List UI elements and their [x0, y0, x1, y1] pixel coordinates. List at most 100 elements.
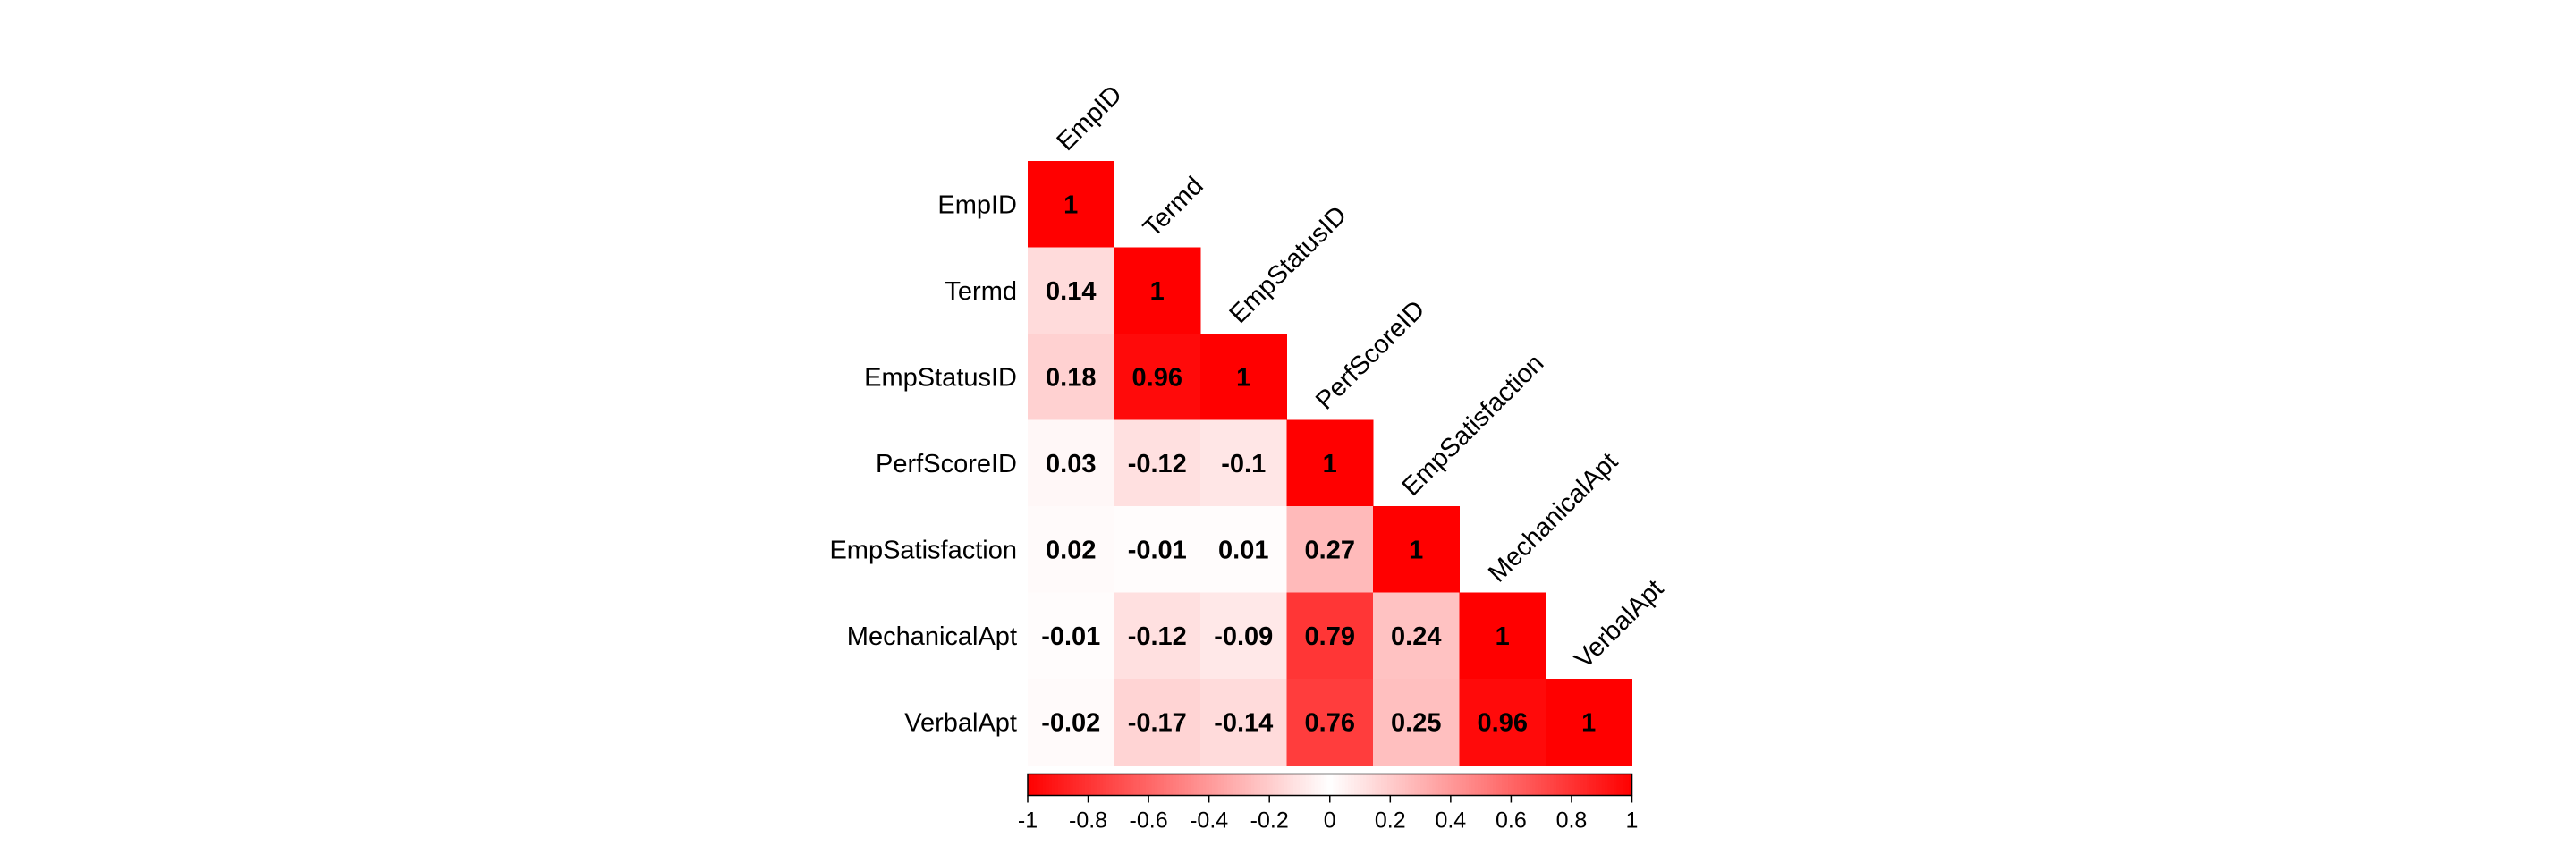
colorbar-segment: [1100, 774, 1105, 796]
colorbar-segment: [1580, 774, 1585, 796]
colorbar-segment: [1414, 774, 1419, 796]
colorbar-segment: [1263, 774, 1267, 796]
cell-value-label: -0.09: [1214, 622, 1273, 651]
cell-value-label: -0.01: [1128, 536, 1187, 564]
colorbar-segment: [1559, 774, 1563, 796]
cell-value-label: 0.25: [1391, 708, 1441, 737]
colorbar-segment: [1208, 774, 1213, 796]
colorbar-segment: [1157, 774, 1162, 796]
colorbar-segment: [1526, 774, 1530, 796]
colorbar-segment: [1405, 774, 1410, 796]
heatmap-cell: [1028, 247, 1114, 334]
colorbar-segment: [1601, 774, 1606, 796]
colorbar-segment: [1556, 774, 1561, 796]
colorbar-segment: [1508, 774, 1512, 796]
colorbar-segment: [1338, 774, 1343, 796]
cell-value-label: 0.03: [1046, 450, 1096, 478]
colorbar-segment: [1224, 774, 1228, 796]
heatmap-cell: [1373, 592, 1460, 680]
cell-value-label: 0.79: [1305, 622, 1355, 651]
heatmap-cell: [1200, 679, 1287, 766]
row-label: EmpSatisfaction: [829, 536, 1017, 564]
heatmap-cell: [1114, 506, 1201, 593]
colorbar-segment: [1114, 774, 1119, 796]
colorbar-segment: [1046, 774, 1050, 796]
colorbar-segment: [1504, 774, 1509, 796]
heatmap-cell: [1200, 419, 1287, 507]
colorbar-segment: [1076, 774, 1080, 796]
colorbar-segment: [1293, 774, 1298, 796]
colorbar-segment: [1139, 774, 1143, 796]
colorbar-segment: [1193, 774, 1198, 796]
cell-value-label: -0.14: [1214, 708, 1273, 737]
heatmap-cell: [1200, 506, 1287, 593]
colorbar-segment: [1173, 774, 1177, 796]
colorbar-segment: [1426, 774, 1430, 796]
colorbar-segment: [1598, 774, 1603, 796]
colorbar-segment: [1199, 774, 1204, 796]
colorbar-segment: [1278, 774, 1283, 796]
colorbar-segment: [1445, 774, 1449, 796]
colorbar-segment: [1287, 774, 1292, 796]
colorbar-segment: [1605, 774, 1609, 796]
colorbar-segment: [1109, 774, 1114, 796]
colorbar-segment: [1538, 774, 1542, 796]
colorbar-segment: [1160, 774, 1165, 796]
colorbar-segment: [1562, 774, 1566, 796]
colorbar-segment: [1230, 774, 1234, 796]
cell-value-label: 0.76: [1305, 708, 1355, 737]
colorbar-segment: [1351, 774, 1355, 796]
color-legend: -1 -0.8 -0.6 -0.4 -0.2 0 0.2 0.4 0.6 0.8 1: [1018, 773, 1638, 833]
colorbar-segment: [1250, 774, 1255, 796]
colorbar-segment: [1133, 774, 1138, 796]
colorbar-segment: [1124, 774, 1129, 796]
colorbar-segment: [1272, 774, 1276, 796]
colorbar-segment: [1070, 774, 1074, 796]
colorbar-tick-label: -0.8: [1069, 808, 1107, 833]
colorbar-segment: [1052, 774, 1055, 796]
colorbar-segment: [1148, 774, 1153, 796]
colorbar-segment: [1517, 774, 1521, 796]
colorbar-segment: [1037, 774, 1041, 796]
colorbar-segment: [1484, 774, 1487, 796]
colorbar-tick-label: 0: [1324, 808, 1336, 833]
colorbar-segment: [1478, 774, 1482, 796]
colorbar-segment: [1583, 774, 1588, 796]
colorbar-segment: [1390, 774, 1394, 796]
colorbar-segment: [1408, 774, 1412, 796]
heatmap-cell: [1114, 592, 1201, 680]
colorbar-segment: [1112, 774, 1116, 796]
colorbar-segment: [1456, 774, 1461, 796]
colorbar-segment: [1489, 774, 1494, 796]
cell-value-label: -0.12: [1128, 450, 1187, 478]
colorbar-segment: [1368, 774, 1373, 796]
colorbar-segment: [1221, 774, 1225, 796]
heatmap-cell: [1114, 679, 1201, 766]
cell-value-label: 0.96: [1478, 708, 1528, 737]
colorbar-segment: [1284, 774, 1289, 796]
colorbar-segment: [1154, 774, 1158, 796]
colorbar-segment: [1607, 774, 1612, 796]
colorbar-segment: [1275, 774, 1279, 796]
row-label: VerbalApt: [904, 708, 1017, 737]
row-label: EmpID: [937, 190, 1017, 219]
colorbar-segment: [1450, 774, 1454, 796]
colorbar-segment: [1480, 774, 1485, 796]
colorbar-tick-label: 0.6: [1496, 808, 1527, 833]
colorbar-segment: [1393, 774, 1397, 796]
colorbar-segment: [1529, 774, 1533, 796]
colorbar-segment: [1577, 774, 1581, 796]
column-label: Termd: [1138, 172, 1209, 243]
colorbar-segment: [1079, 774, 1083, 796]
colorbar-segment: [1163, 774, 1167, 796]
colorbar-tick-label: 0.4: [1435, 808, 1466, 833]
colorbar-segment: [1260, 774, 1265, 796]
colorbar-segment: [1375, 774, 1379, 796]
colorbar-segment: [1217, 774, 1222, 796]
colorbar-segment: [1619, 774, 1623, 796]
column-label: VerbalApt: [1570, 574, 1670, 674]
cell-value-labels: 1 0.14 1 0.18 0.96 1 0.03 -0.12 -0.1 1 0.02 -0.01 0.…: [1041, 190, 1596, 737]
colorbar-segment: [1469, 774, 1473, 796]
colorbar-segment: [1248, 774, 1252, 796]
